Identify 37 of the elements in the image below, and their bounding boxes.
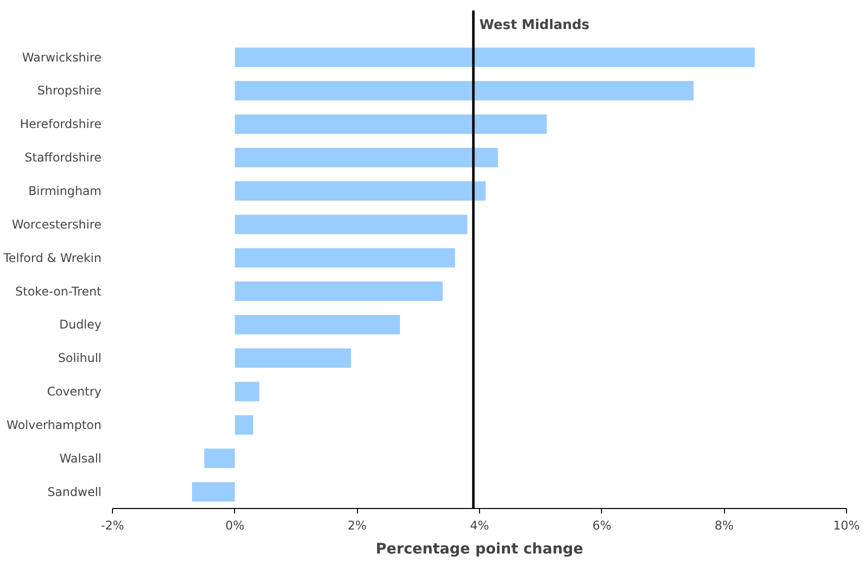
y-tick-label: Walsall [59, 451, 102, 466]
y-tick-label: Stoke-on-Trent [15, 284, 102, 298]
bar [234, 114, 547, 134]
bar [234, 415, 254, 435]
x-tick-label: 0% [225, 518, 244, 532]
bar [234, 382, 260, 402]
x-tick-label: -2% [100, 518, 124, 532]
y-tick-label: Warwickshire [22, 50, 102, 64]
x-tick-label: 4% [470, 518, 490, 532]
bar [234, 81, 694, 100]
bar [234, 214, 468, 234]
y-tick-label: Sandwell [47, 484, 102, 499]
y-tick-label: Staffordshire [24, 150, 102, 165]
bar [234, 248, 456, 268]
bar [234, 282, 443, 301]
bar [234, 348, 352, 368]
x-axis-title: Percentage point change [376, 540, 584, 558]
ref-line-label: West Midlands [479, 18, 590, 34]
bar [192, 482, 235, 502]
y-tick-label: Coventry [46, 384, 102, 399]
y-tick-label: Herefordshire [20, 117, 102, 132]
y-tick-label: Birmingham [28, 184, 102, 198]
bar [204, 448, 235, 468]
y-tick-label: Worcestershire [12, 217, 102, 232]
bar [234, 48, 755, 67]
y-tick-label: Wolverhampton [6, 418, 102, 432]
x-tick-label: 10% [833, 518, 860, 532]
x-tick-label: 8% [714, 518, 734, 532]
bar [234, 148, 498, 168]
y-tick-label: Shropshire [37, 84, 102, 98]
bar [234, 314, 400, 334]
y-tick-label: Solihull [58, 351, 102, 366]
y-tick-label: Telford & Wrekin [2, 250, 102, 265]
y-tick-label: Dudley [59, 318, 102, 332]
x-tick-label: 6% [592, 518, 612, 532]
x-tick-label: 2% [348, 518, 367, 532]
bar [234, 181, 486, 201]
